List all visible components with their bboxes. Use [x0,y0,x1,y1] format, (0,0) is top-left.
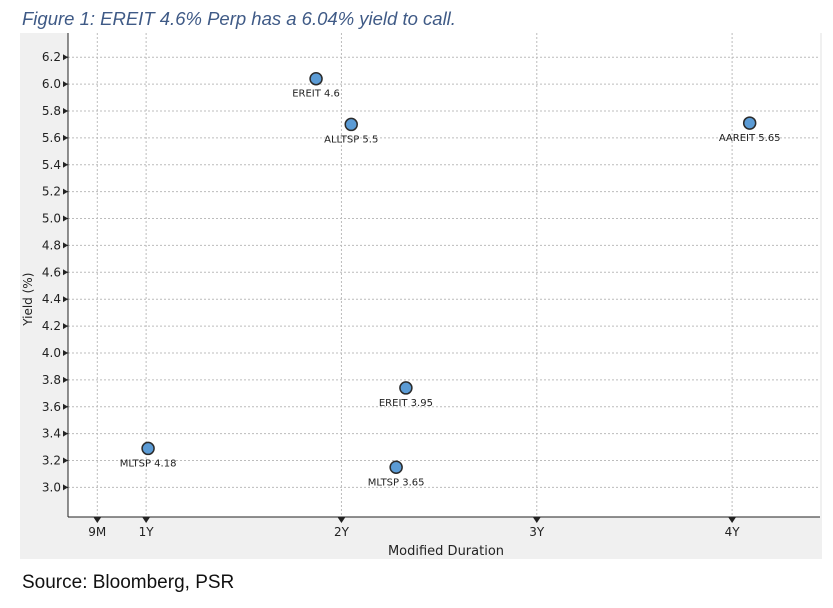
y-tick-arrow [63,54,68,61]
figure-title: Figure 1: EREIT 4.6% Perp has a 6.04% yi… [22,8,456,29]
y-tick-label: 3.6 [42,400,61,414]
axes [63,33,820,523]
y-tick-label: 4.0 [42,346,61,360]
y-tick-arrow [63,81,68,88]
y-tick-label: 5.4 [42,158,61,172]
y-tick-arrow [63,134,68,141]
y-tick-arrow [63,484,68,491]
data-point [344,117,358,132]
y-tick-label: 6.0 [42,77,61,91]
y-tick-arrow [63,430,68,437]
y-tick-arrow [63,376,68,383]
scatter-chart: 3.0 3.2 3.4 3.6 3.8 4.0 4.2 4.4 4.6 4.8 5.0 5.2 5.4 5… [21,33,820,559]
data-point-label: AAREIT 5.65 [719,133,781,144]
y-tick-label: 4.4 [42,292,61,306]
y-tick-label: 4.8 [42,238,61,252]
y-tick-arrow [63,296,68,303]
x-tick-label: 4Y [725,525,741,539]
x-axis-label: Modified Duration [388,544,504,559]
y-tick-arrow [63,349,68,356]
y-tick-label: 3.2 [42,454,61,468]
x-tick-label: 3Y [529,525,545,539]
y-tick-label: 6.2 [42,50,61,64]
x-tick-arrow [142,517,151,523]
y-tick-arrow [63,403,68,410]
y-tick-label: 3.8 [42,373,61,387]
data-point-label: EREIT 3.95 [379,398,433,409]
y-tick-label: 5.8 [42,104,61,118]
y-tick-arrow [63,161,68,168]
y-tick-arrow [63,215,68,222]
x-tick-label: 9M [88,525,106,539]
data-point [141,441,155,456]
y-tick-label: 3.4 [42,427,61,441]
x-tick-label: 1Y [139,525,155,539]
chart-panel: 3.0 3.2 3.4 3.6 3.8 4.0 4.2 4.4 4.6 4.8 5.0 5.2 5.4 5… [20,33,822,559]
y-tick-label: 3.0 [42,480,61,494]
data-point [309,71,323,86]
source-note: Source: Bloomberg, PSR [22,572,235,593]
grid-lines [68,33,820,517]
y-tick-label: 4.6 [42,265,61,279]
y-tick-arrow [63,242,68,249]
data-point-label: EREIT 4.6 [292,89,340,100]
x-tick-label: 2Y [334,525,350,539]
y-axis-label: Yield (%) [21,273,35,327]
x-tick-arrow [93,517,102,523]
data-point [399,381,413,395]
y-tick-label: 4.2 [42,319,61,333]
data-point [389,460,403,475]
plot-area [68,33,820,517]
y-tick-arrow [63,323,68,330]
y-tick-arrow [63,188,68,195]
data-point-label: MLTSP 4.18 [120,458,177,469]
y-tick-label: 5.6 [42,131,61,145]
x-tick-arrow [728,517,737,523]
data-point [742,116,757,130]
data-point-label: ALLTSP 5.5 [324,134,378,145]
y-tick-label: 5.2 [42,185,61,199]
y-tick-arrow [63,269,68,276]
y-tick-arrow [63,107,68,114]
x-tick-arrow [337,517,346,523]
tick-labels: 3.0 3.2 3.4 3.6 3.8 4.0 4.2 4.4 4.6 4.8 5.0 5.2 5.4 5… [42,50,740,539]
y-tick-label: 5.0 [42,212,61,226]
data-points: EREIT 4.6 ALLTSP 5.5 AAREIT 5.65 EREIT 3.95… [120,71,781,488]
y-tick-arrow [63,457,68,464]
data-point-label: MLTSP 3.65 [368,477,425,488]
x-tick-arrow [532,517,541,523]
